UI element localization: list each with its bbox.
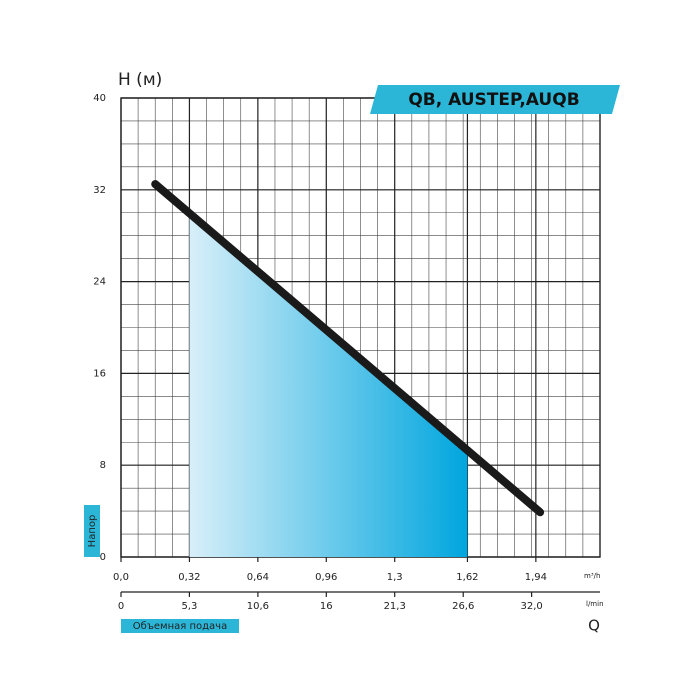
y-tick-label: 24	[93, 277, 106, 288]
x-tick-label: 0,32	[178, 572, 200, 583]
x2-tick-label: 26,6	[452, 601, 474, 612]
x2-tick-label: 32,0	[520, 601, 542, 612]
chart-title: QB, AUSTEP,AUQB	[408, 90, 579, 110]
x-axis-label: Q	[588, 617, 600, 635]
y-tick-label: 0	[100, 552, 106, 563]
x2-tick-label: 10,6	[247, 601, 269, 612]
marks	[151, 180, 545, 557]
y-axis-label: H (м)	[118, 70, 162, 90]
y-tick-label: 8	[100, 460, 106, 471]
y-caption-box	[84, 505, 100, 557]
x-unit: m³/h	[584, 572, 600, 580]
y-caption: Напор	[87, 515, 98, 548]
x-tick-label: 1,3	[387, 572, 403, 583]
curve	[151, 180, 545, 517]
x-tick-label: 1,62	[456, 572, 478, 583]
x-tick-label: 0,96	[315, 572, 337, 583]
y-tick-label: 16	[93, 368, 106, 379]
x-caption: Объемная подача	[133, 621, 227, 632]
x2-tick-label: 0	[118, 601, 124, 612]
x-tick-label: 1,94	[525, 572, 547, 583]
x-tick-label: 0,0	[113, 572, 129, 583]
x2-tick-label: 21,3	[384, 601, 406, 612]
x-tick-label: 0,64	[247, 572, 269, 583]
y-tick-label: 32	[93, 185, 106, 196]
title-box	[370, 85, 620, 114]
x2-unit: l/min	[586, 600, 604, 608]
working-area	[189, 213, 468, 557]
y-tick-label: 40	[93, 93, 106, 104]
x2-tick-label: 5,3	[181, 601, 197, 612]
x-caption-box	[121, 619, 239, 633]
x2-tick-label: 16	[320, 601, 333, 612]
